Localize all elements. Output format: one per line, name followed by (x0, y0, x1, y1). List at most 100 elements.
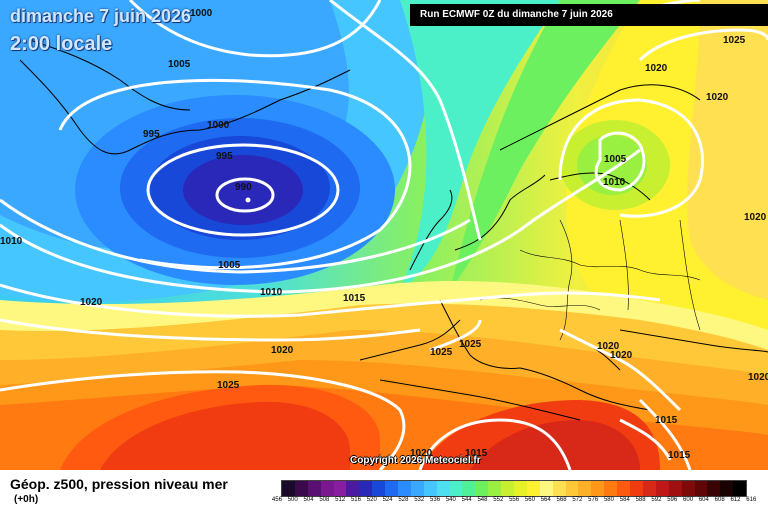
legend-tick-label: 456 (271, 497, 282, 503)
legend-swatch (462, 481, 476, 496)
legend-tick-label: 548 (477, 497, 488, 503)
legend-swatch (539, 481, 553, 496)
legend-swatch (333, 481, 347, 496)
legend-color-bar (281, 480, 747, 497)
legend-swatch (655, 481, 669, 496)
isobar-label: 1010 (260, 287, 283, 298)
legend-swatch (591, 481, 605, 496)
legend-tick-label: 584 (619, 497, 630, 503)
isobar-label: 1025 (459, 339, 482, 350)
legend-swatch (398, 481, 411, 496)
legend-tick-label: 520 (366, 497, 377, 503)
isobar-label: 1025 (217, 380, 240, 391)
legend-tick-label: 576 (588, 497, 599, 503)
legend-swatch (346, 481, 360, 496)
legend-swatch (694, 481, 708, 496)
legend-tick-label: 596 (667, 497, 678, 503)
legend-swatch (565, 481, 579, 496)
legend-tick-label: 532 (414, 497, 425, 503)
isobar-label: 1020 (748, 372, 768, 383)
legend-swatch (410, 481, 424, 496)
legend-tick-label: 616 (746, 497, 757, 503)
legend-swatch (436, 481, 450, 496)
isobar-label: 995 (143, 129, 160, 140)
legend-tick-label: 552 (493, 497, 504, 503)
legend-swatch (320, 481, 334, 496)
legend-tick-label: 572 (572, 497, 583, 503)
isobar-label: 1015 (343, 293, 366, 304)
isobar-label: 1000 (207, 120, 230, 131)
field-label: Géop. z500, pression niveau mer (10, 476, 228, 492)
legend-swatch (642, 481, 656, 496)
legend-tick-label: 564 (540, 497, 551, 503)
legend-swatch (526, 481, 540, 496)
legend-tick-label: 580 (603, 497, 614, 503)
legend-swatch (501, 481, 515, 496)
legend-tick-label: 528 (398, 497, 409, 503)
legend-swatch (617, 481, 631, 496)
low-center-marker (245, 197, 251, 203)
legend-swatch (475, 481, 489, 496)
legend-swatch (449, 481, 463, 496)
legend-tick-label: 556 (509, 497, 520, 503)
isobar-label: 1020 (410, 448, 433, 459)
legend-swatch (359, 481, 373, 496)
isobar-label: 1010 (0, 236, 23, 247)
time-title: 2:00 locale (10, 33, 113, 55)
isobar-label: 1020 (744, 212, 767, 223)
legend-swatch (604, 481, 618, 496)
isobar-label: 1020 (80, 297, 103, 308)
legend-tick-label: 608 (714, 497, 725, 503)
isobar-label: 1015 (668, 450, 691, 461)
legend-swatch (372, 481, 386, 496)
geopotential-field: 1000 1005 995 1000 995 990 1005 1010 101… (0, 0, 768, 470)
legend-swatch (385, 481, 399, 496)
legend-swatch (552, 481, 566, 496)
legend-swatch (681, 481, 695, 496)
isobar-label: 1005 (168, 59, 191, 70)
coastlines (19, 39, 768, 421)
run-banner: Run ECMWF 0Z du dimanche 7 juin 2026 (410, 4, 768, 26)
legend-swatch (488, 481, 502, 496)
isobar-label: 1020 (645, 63, 668, 74)
legend-tick-label: 504 (303, 497, 314, 503)
legend-tick-label: 500 (287, 497, 298, 503)
isobar-label: 1020 (706, 92, 729, 103)
legend-tick-label: 516 (350, 497, 361, 503)
legend-swatch (578, 481, 592, 496)
legend-swatch (720, 481, 734, 496)
legend-tick-label: 536 (430, 497, 441, 503)
legend-tick-label: 568 (556, 497, 567, 503)
isobar-labels: 1000 1005 995 1000 995 990 1005 1010 101… (0, 8, 768, 461)
legend-tick-label: 508 (319, 497, 330, 503)
legend-swatch (423, 481, 437, 496)
legend-tick-label: 604 (698, 497, 709, 503)
isobar-label: 1025 (723, 35, 746, 46)
legend-tick-label: 592 (651, 497, 662, 503)
isobars (0, 0, 768, 470)
legend-swatch (630, 481, 643, 496)
isobar-label: 995 (216, 151, 233, 162)
legend-tick-label: 544 (461, 497, 472, 503)
legend-swatch (707, 481, 721, 496)
isobar-label: 1020 (271, 345, 294, 356)
legend-tick-label: 588 (635, 497, 646, 503)
isobar-label: 1010 (603, 177, 626, 188)
date-title: dimanche 7 juin 2026 (10, 6, 192, 26)
footer: Géop. z500, pression niveau mer (+0h) 45… (0, 470, 768, 512)
copyright-notice: Copyright 2026 Meteociel.fr (350, 455, 481, 466)
legend-swatch (294, 481, 308, 496)
legend-swatch (733, 481, 747, 496)
legend-swatch (282, 481, 295, 496)
weather-map: 1000 1005 995 1000 995 990 1005 1010 101… (0, 0, 768, 470)
isobar-label: 1025 (430, 347, 453, 358)
legend-tick-label: 560 (524, 497, 535, 503)
legend-swatch (307, 481, 321, 496)
legend-tick-labels: 456 500 504 508 512 516 520 524 528 532 536 540 544 5… (269, 497, 759, 503)
legend-tick-label: 612 (730, 497, 741, 503)
lead-time-label: (+0h) (14, 494, 39, 505)
isobar-label: 990 (235, 182, 252, 193)
legend-swatch (514, 481, 527, 496)
legend-tick-label: 540 (445, 497, 456, 503)
isobar-label: 1020 (610, 350, 633, 361)
